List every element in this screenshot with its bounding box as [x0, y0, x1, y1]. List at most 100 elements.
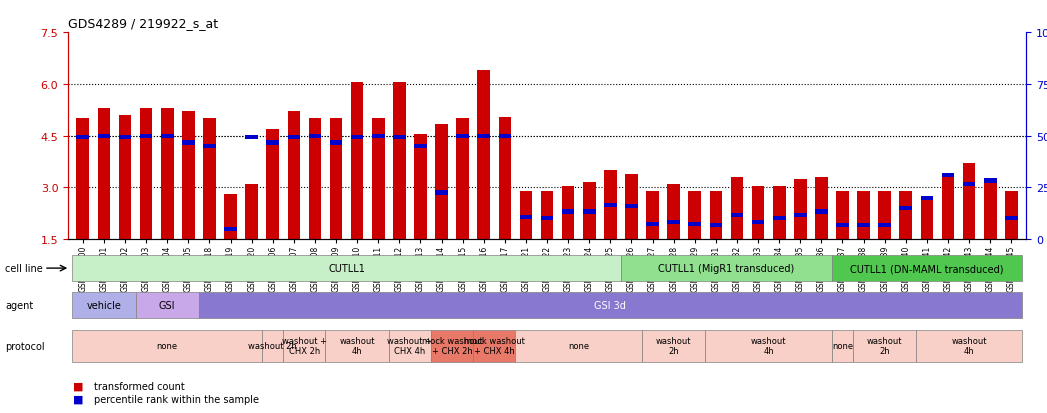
- Text: ■: ■: [73, 394, 84, 404]
- Bar: [920, 196, 933, 200]
- Bar: [773, 186, 785, 240]
- FancyBboxPatch shape: [431, 330, 473, 362]
- Text: washout +
CHX 2h: washout + CHX 2h: [282, 336, 327, 356]
- Bar: [878, 224, 891, 228]
- FancyBboxPatch shape: [262, 330, 284, 362]
- Bar: [667, 220, 680, 224]
- Bar: [393, 136, 405, 140]
- FancyBboxPatch shape: [284, 330, 326, 362]
- FancyBboxPatch shape: [473, 330, 515, 362]
- Bar: [161, 109, 174, 240]
- Bar: [667, 185, 680, 240]
- Bar: [920, 198, 933, 240]
- Bar: [245, 185, 258, 240]
- Text: none: none: [569, 342, 589, 350]
- Bar: [562, 186, 575, 240]
- Text: protocol: protocol: [5, 341, 45, 351]
- FancyBboxPatch shape: [916, 330, 1022, 362]
- Text: washout
4h: washout 4h: [952, 336, 987, 356]
- Bar: [182, 112, 195, 240]
- FancyBboxPatch shape: [199, 292, 1022, 319]
- Bar: [857, 224, 870, 228]
- FancyBboxPatch shape: [388, 330, 431, 362]
- Text: CUTLL1: CUTLL1: [328, 263, 365, 273]
- Bar: [899, 206, 912, 211]
- Text: GSI 3d: GSI 3d: [595, 301, 626, 311]
- Bar: [266, 141, 280, 145]
- Bar: [984, 181, 997, 240]
- Bar: [456, 134, 469, 138]
- Bar: [161, 134, 174, 138]
- FancyBboxPatch shape: [72, 292, 135, 319]
- Bar: [118, 136, 131, 140]
- Bar: [941, 174, 954, 178]
- FancyBboxPatch shape: [326, 330, 388, 362]
- Text: washout
4h: washout 4h: [339, 336, 375, 356]
- Bar: [498, 117, 511, 240]
- Bar: [815, 210, 828, 214]
- Text: mock washout
+ CHX 4h: mock washout + CHX 4h: [464, 336, 525, 356]
- Text: washout +
CHX 4h: washout + CHX 4h: [387, 336, 432, 356]
- FancyBboxPatch shape: [621, 255, 832, 282]
- Text: washout
4h: washout 4h: [751, 336, 786, 356]
- Bar: [203, 145, 216, 149]
- Bar: [540, 217, 554, 221]
- Bar: [97, 134, 110, 138]
- Text: washout
2h: washout 2h: [867, 336, 903, 356]
- Bar: [646, 222, 659, 226]
- Bar: [393, 83, 405, 240]
- Bar: [436, 124, 448, 240]
- Bar: [519, 215, 532, 219]
- Bar: [436, 191, 448, 195]
- Text: CUTLL1 (DN-MAML transduced): CUTLL1 (DN-MAML transduced): [850, 263, 1004, 273]
- Text: transformed count: transformed count: [94, 381, 185, 391]
- Bar: [351, 136, 363, 140]
- Text: GDS4289 / 219922_s_at: GDS4289 / 219922_s_at: [68, 17, 218, 29]
- Bar: [625, 205, 638, 209]
- Bar: [288, 112, 300, 240]
- Bar: [815, 178, 828, 240]
- FancyBboxPatch shape: [706, 330, 832, 362]
- Bar: [710, 191, 722, 240]
- Bar: [351, 83, 363, 240]
- Bar: [689, 222, 701, 226]
- Bar: [1005, 217, 1018, 221]
- Bar: [498, 134, 511, 138]
- Bar: [224, 227, 237, 231]
- Bar: [118, 116, 131, 240]
- Bar: [837, 191, 849, 240]
- Text: GSI: GSI: [159, 301, 176, 311]
- Bar: [689, 191, 701, 240]
- FancyBboxPatch shape: [853, 330, 916, 362]
- Bar: [1005, 191, 1018, 240]
- Bar: [604, 171, 617, 240]
- Bar: [562, 210, 575, 214]
- Text: mock washout
+ CHX 2h: mock washout + CHX 2h: [422, 336, 483, 356]
- Bar: [625, 174, 638, 240]
- Bar: [309, 119, 321, 240]
- Bar: [752, 186, 764, 240]
- FancyBboxPatch shape: [515, 330, 642, 362]
- Bar: [182, 141, 195, 145]
- Bar: [752, 220, 764, 224]
- Text: washout
2h: washout 2h: [655, 336, 691, 356]
- Bar: [456, 119, 469, 240]
- Bar: [963, 183, 976, 187]
- Bar: [330, 119, 342, 240]
- FancyBboxPatch shape: [832, 255, 1022, 282]
- Text: CUTLL1 (MigR1 transduced): CUTLL1 (MigR1 transduced): [659, 263, 795, 273]
- Bar: [477, 71, 490, 240]
- Bar: [857, 191, 870, 240]
- Text: cell line: cell line: [5, 263, 43, 273]
- Bar: [76, 119, 89, 240]
- Text: agent: agent: [5, 300, 34, 310]
- Bar: [415, 135, 427, 240]
- Bar: [203, 119, 216, 240]
- Bar: [140, 109, 153, 240]
- Text: ■: ■: [73, 381, 84, 391]
- Bar: [731, 178, 743, 240]
- Bar: [519, 191, 532, 240]
- Text: none: none: [832, 342, 853, 350]
- Bar: [710, 224, 722, 228]
- Bar: [266, 129, 280, 240]
